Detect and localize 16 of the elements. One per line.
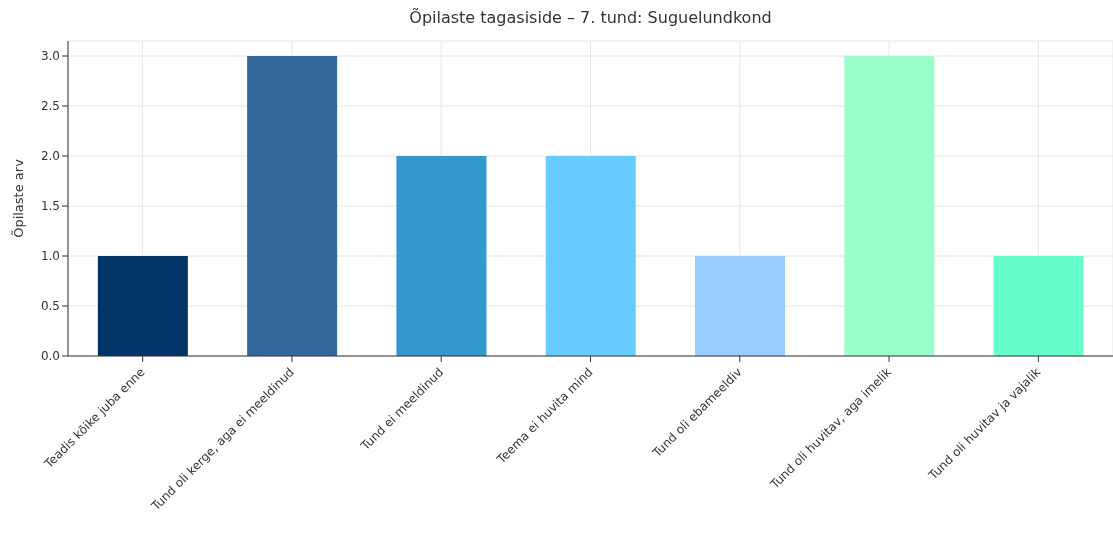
bar: [247, 56, 338, 356]
y-tick-label: 2.0: [40, 149, 60, 164]
bar: [97, 256, 188, 356]
y-tick-label: 3.0: [40, 49, 60, 64]
y-tick-label: 2.5: [40, 99, 60, 114]
bar: [993, 256, 1084, 356]
bar: [396, 156, 487, 356]
bar: [844, 56, 935, 356]
y-tick-label: 1.5: [40, 199, 60, 214]
bar: [545, 156, 636, 356]
y-tick-label: 0.0: [40, 349, 60, 364]
chart-title: Õpilaste tagasiside – 7. tund: Suguelundkond: [408, 8, 773, 29]
y-axis-title: Õpilaste arv: [10, 158, 26, 238]
y-tick-label: 1.0: [40, 249, 60, 264]
bar: [695, 256, 785, 356]
y-tick-label: 0.5: [40, 299, 60, 314]
